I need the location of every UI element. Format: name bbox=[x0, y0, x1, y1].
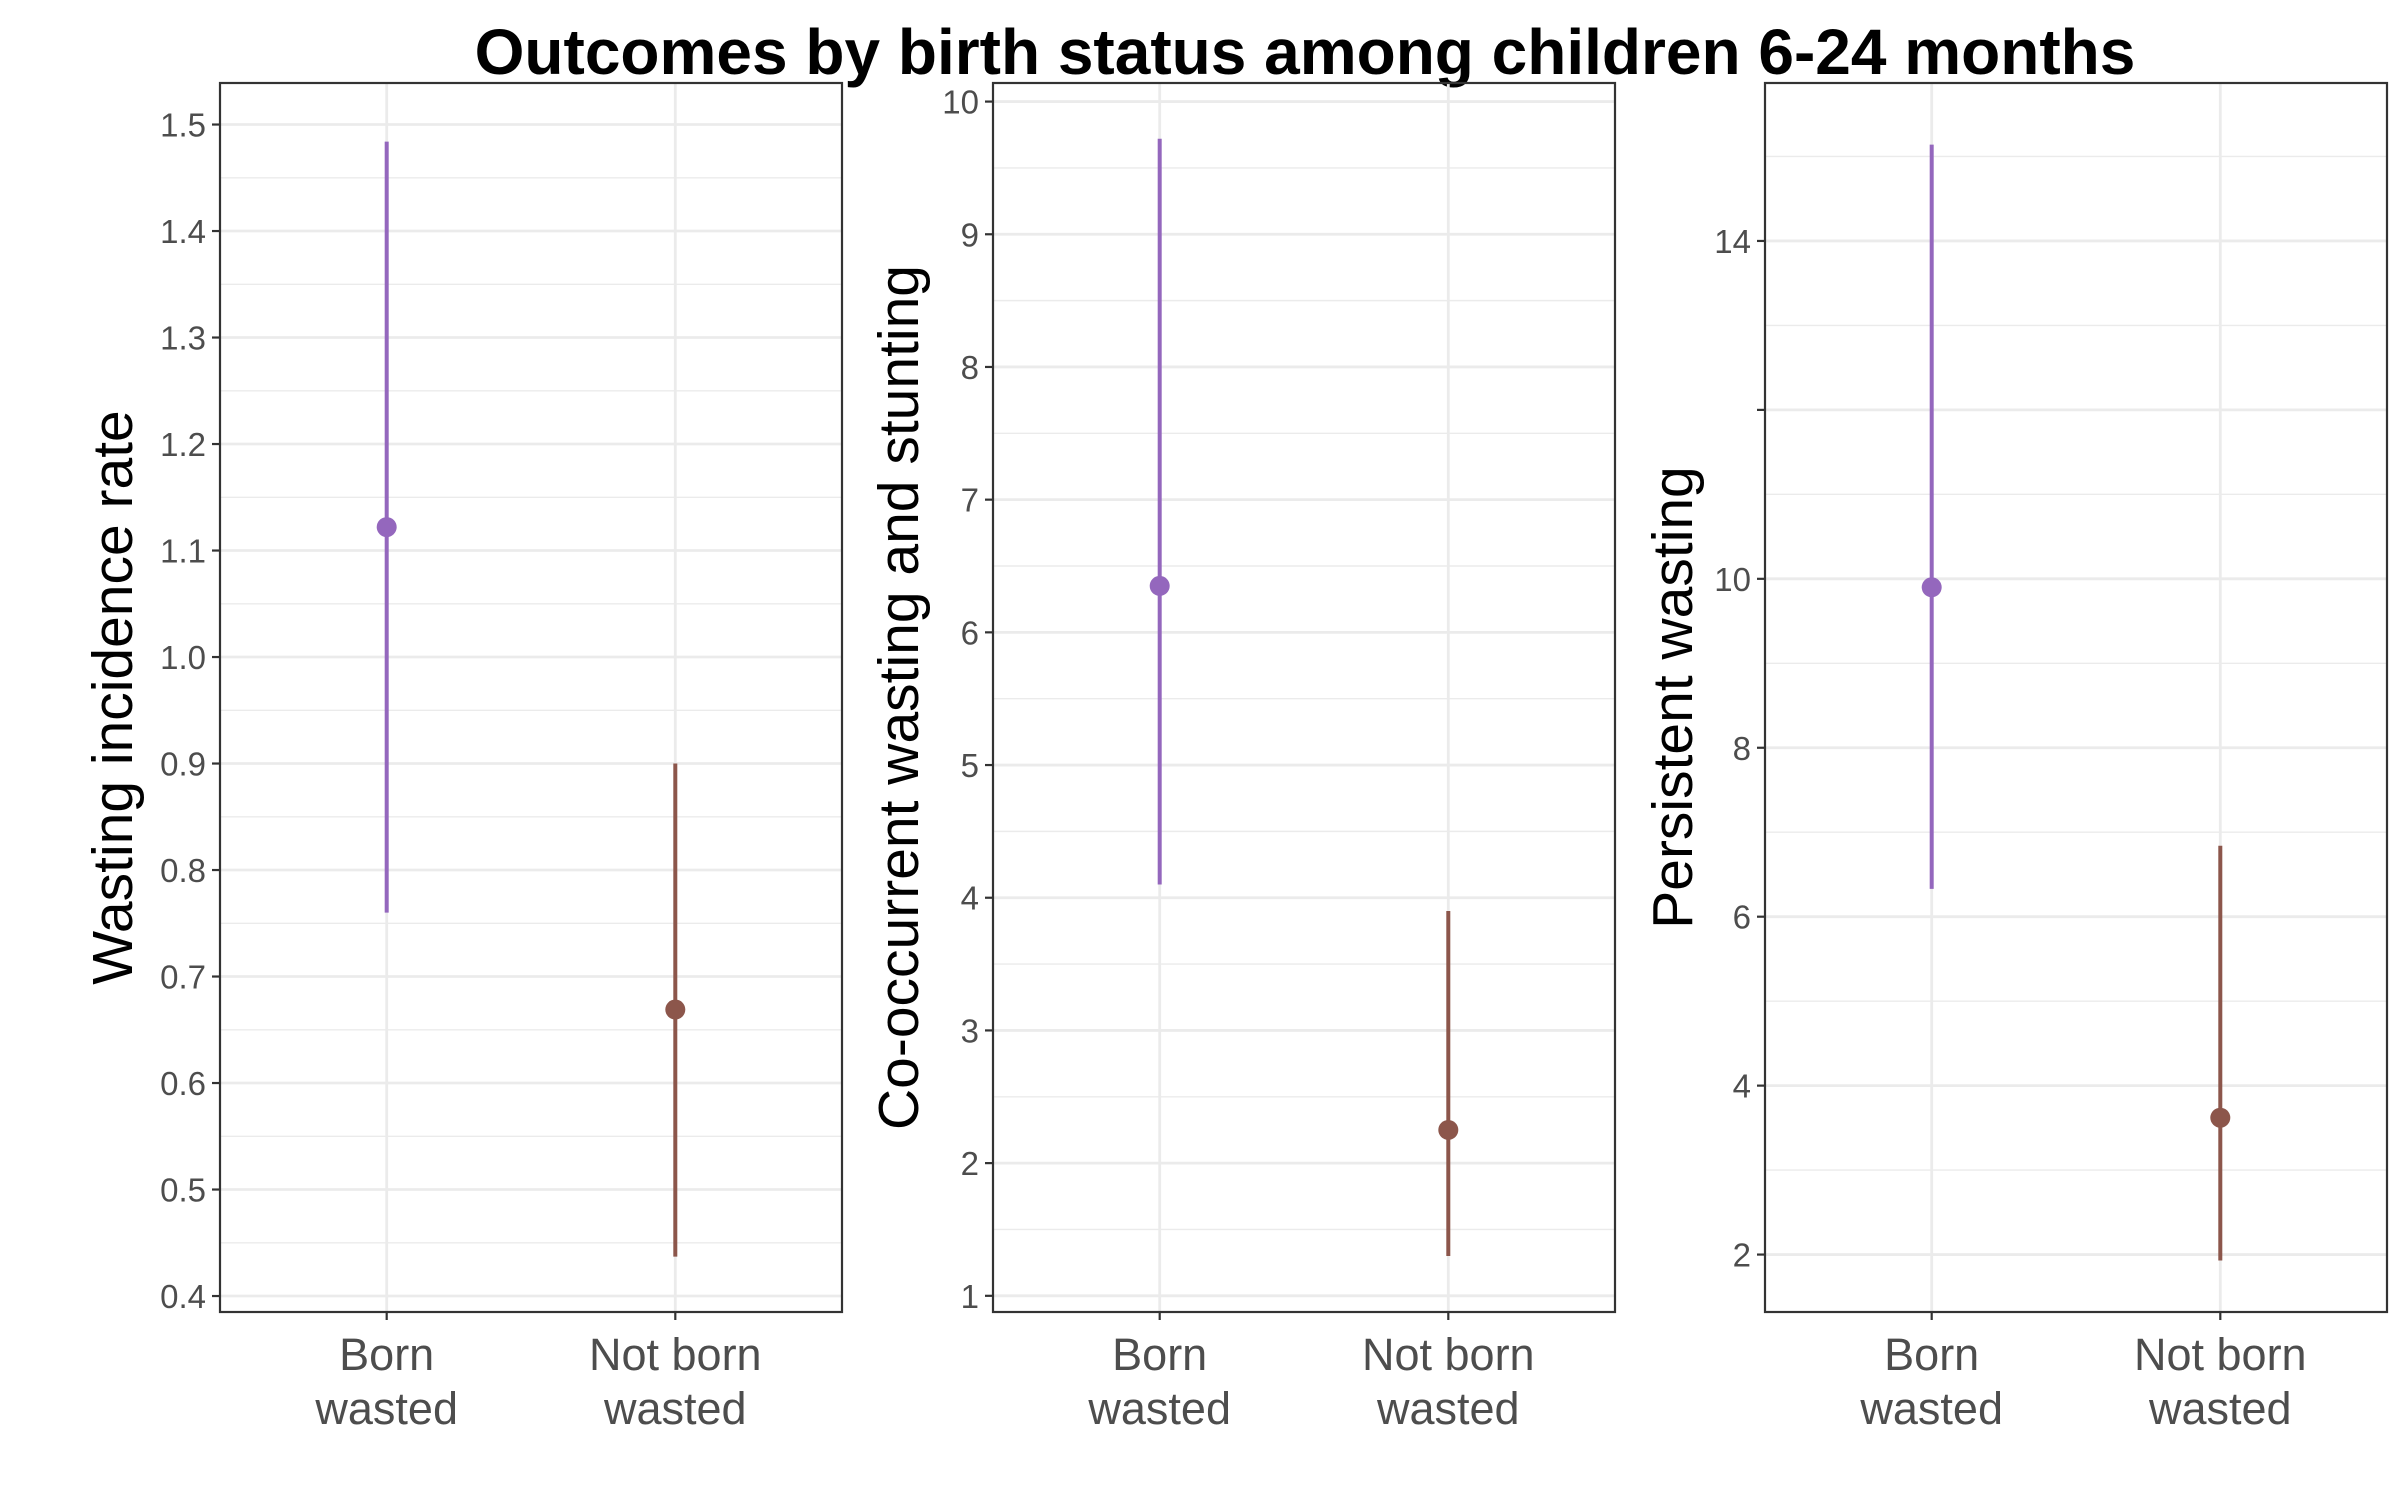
x-category-label-line: Not born bbox=[1362, 1329, 1535, 1380]
y-tick-label: 1.2 bbox=[160, 426, 206, 463]
point-born bbox=[1149, 575, 1170, 596]
y-tick-label: 3 bbox=[961, 1012, 979, 1049]
y-tick-label: 0.4 bbox=[160, 1278, 206, 1315]
y-axis-label: Co-occurrent wasting and stunting bbox=[867, 265, 931, 1130]
y-tick-label: 2 bbox=[1733, 1237, 1751, 1274]
y-tick-label: 8 bbox=[961, 349, 979, 386]
point-not-born bbox=[2210, 1107, 2231, 1128]
y-tick-label: 8 bbox=[1733, 730, 1751, 767]
point-not-born bbox=[665, 999, 686, 1020]
y-axis-label: Wasting incidence rate bbox=[81, 410, 145, 985]
chart-title: Outcomes by birth status among children … bbox=[475, 16, 2136, 88]
y-tick-label: 1.4 bbox=[160, 213, 206, 250]
y-tick-label: 1.5 bbox=[160, 107, 206, 144]
y-tick-label: 9 bbox=[961, 216, 979, 253]
x-category-label-line: Born bbox=[1112, 1329, 1207, 1380]
point-born bbox=[1921, 577, 1942, 598]
x-category-label-line: Not born bbox=[2134, 1329, 2307, 1380]
x-category-label-line: wasted bbox=[314, 1383, 458, 1434]
x-category-label-line: wasted bbox=[603, 1383, 747, 1434]
x-category-label: Not born wasted bbox=[2134, 1329, 2307, 1434]
y-axis-label: Persistent wasting bbox=[1641, 466, 1705, 929]
y-tick-label: 7 bbox=[961, 482, 979, 519]
chart-panels: 0.4 0.5 0.6 0.7 0.8 0.9 1.0 1.1 1.2 1.3 1.4 1.5 Born… bbox=[81, 81, 2389, 1434]
panel-border bbox=[1763, 81, 2389, 1314]
y-tick-label: 1.0 bbox=[160, 639, 206, 676]
panel-border bbox=[991, 81, 1617, 1314]
panel-1: 0.4 0.5 0.6 0.7 0.8 0.9 1.0 1.1 1.2 1.3 1.4 1.5 Born… bbox=[81, 81, 844, 1434]
point-not-born bbox=[1438, 1119, 1459, 1140]
y-tick-label: 1.1 bbox=[160, 533, 206, 570]
y-tick-label: 14 bbox=[1714, 223, 1751, 260]
y-tick-label: 6 bbox=[1733, 899, 1751, 936]
x-category-label-line: Born bbox=[339, 1329, 434, 1380]
y-tick-label: 0.5 bbox=[160, 1172, 206, 1209]
y-tick-label: 0.6 bbox=[160, 1065, 206, 1102]
x-category-label-line: wasted bbox=[1859, 1383, 2003, 1434]
y-tick-label: 1 bbox=[961, 1278, 979, 1315]
point-born bbox=[376, 517, 397, 538]
y-tick-label: 6 bbox=[961, 614, 979, 651]
panel-border bbox=[218, 81, 844, 1314]
y-tick-label: 2 bbox=[961, 1145, 979, 1182]
y-tick-label: 0.7 bbox=[160, 959, 206, 996]
x-category-label-line: wasted bbox=[1376, 1383, 1520, 1434]
y-tick-label: 1.3 bbox=[160, 320, 206, 357]
x-category-label-line: Not born bbox=[589, 1329, 762, 1380]
y-tick-label: 10 bbox=[1714, 561, 1751, 598]
x-category-label: Born wasted bbox=[314, 1329, 458, 1434]
y-tick-label: 5 bbox=[961, 747, 979, 784]
x-category-label: Not born wasted bbox=[589, 1329, 762, 1434]
y-tick-label: 0.8 bbox=[160, 852, 206, 889]
x-category-label: Born wasted bbox=[1087, 1329, 1231, 1434]
y-tick-label: 4 bbox=[1733, 1068, 1751, 1105]
x-category-label-line: Born bbox=[1884, 1329, 1979, 1380]
x-category-label: Born wasted bbox=[1859, 1329, 2003, 1434]
y-tick-label: 0.9 bbox=[160, 746, 206, 783]
x-category-label-line: wasted bbox=[1087, 1383, 1231, 1434]
x-category-label-line: wasted bbox=[2148, 1383, 2292, 1434]
y-tick-label: 4 bbox=[961, 880, 979, 917]
x-category-label: Not born wasted bbox=[1362, 1329, 1535, 1434]
y-tick-label: 10 bbox=[942, 84, 979, 121]
